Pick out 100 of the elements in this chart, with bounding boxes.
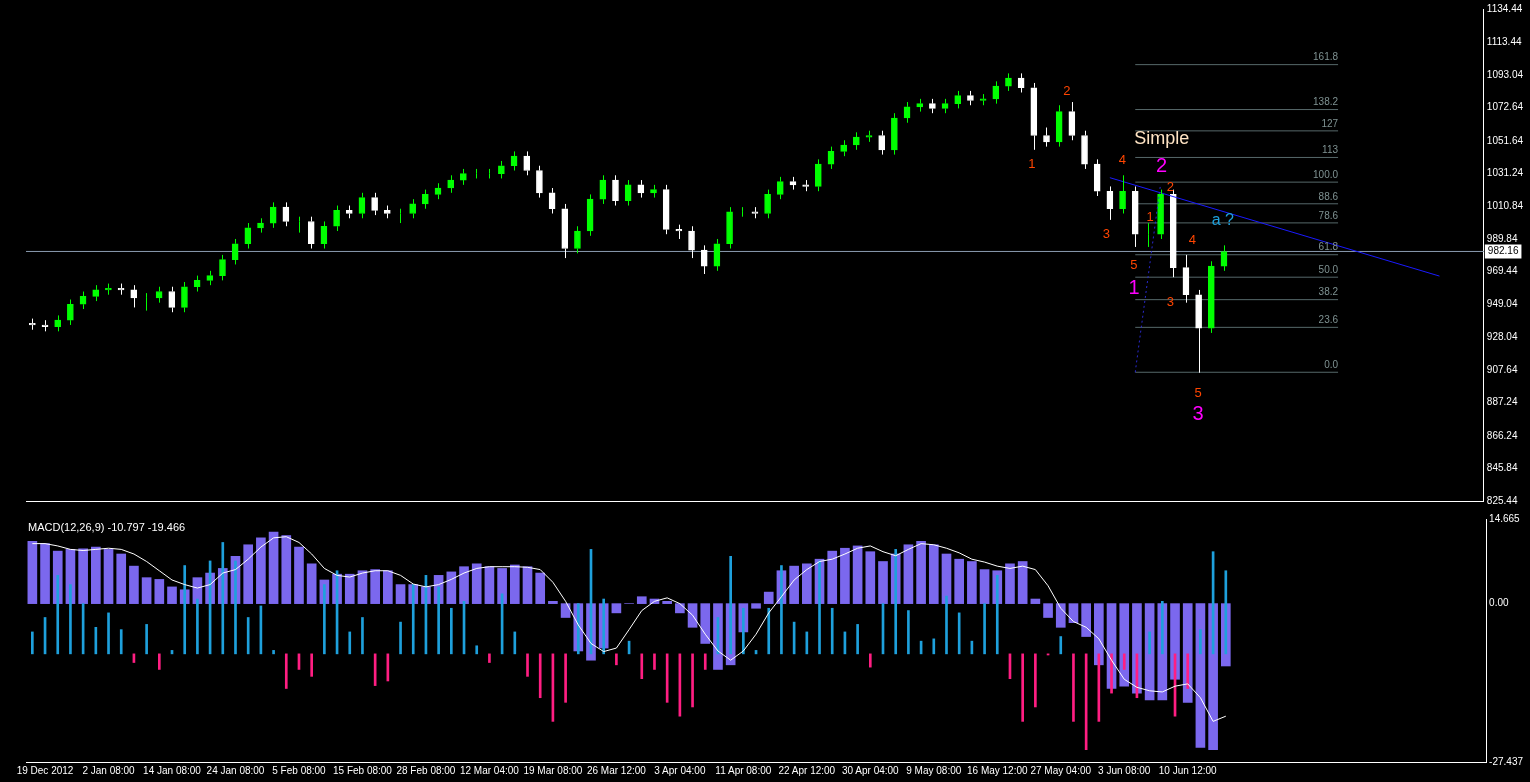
bar <box>995 575 999 655</box>
annotation: 4 <box>1118 152 1126 168</box>
bar <box>411 584 415 655</box>
candlestick <box>231 238 239 265</box>
y-tick-label: -27.437 <box>1489 755 1524 767</box>
bar <box>928 544 939 604</box>
bar <box>830 607 834 655</box>
annotation: 2 <box>1156 153 1168 176</box>
candlestick <box>92 284 100 302</box>
bar <box>967 561 977 604</box>
bar <box>907 610 910 655</box>
bar <box>611 603 622 614</box>
annotation: 1 <box>1128 276 1140 299</box>
x-tick-label: 9 May 08:00 <box>906 764 962 776</box>
y-tick-label: 969.44 <box>1486 265 1518 277</box>
x-tick-label: 26 Mar 12:00 <box>586 764 647 776</box>
bar <box>878 561 888 604</box>
bar <box>183 565 187 655</box>
bar <box>945 595 948 655</box>
candlestick <box>954 90 962 109</box>
bar <box>246 617 250 655</box>
candlestick <box>257 217 264 234</box>
x-tick-label: 12 Mar 04:00 <box>459 764 520 776</box>
y-tick-label: 1072.64 <box>1486 101 1524 113</box>
bar <box>894 549 898 655</box>
y-tick-label: 1031.24 <box>1486 167 1524 179</box>
candlestick <box>206 270 214 286</box>
series-label: 161.8 <box>1313 51 1339 63</box>
bar <box>103 549 114 604</box>
candlestick <box>916 98 924 113</box>
bar <box>535 572 546 604</box>
x-tick-label: 27 May 04:00 <box>1030 764 1092 776</box>
candlestick <box>422 189 429 210</box>
bar <box>234 560 237 655</box>
bar <box>116 553 127 604</box>
bar <box>56 575 60 655</box>
y-tick-label: 1134.44 <box>1486 2 1523 14</box>
series-label: 50.0 <box>1318 263 1339 275</box>
candlestick <box>688 225 695 259</box>
annotation: Simple <box>1134 127 1190 148</box>
bar <box>602 598 606 655</box>
bar <box>538 653 542 699</box>
series-label: 88.6 <box>1318 190 1339 202</box>
bar <box>129 565 139 604</box>
bar <box>653 653 656 670</box>
series-label: 61.8 <box>1318 241 1339 253</box>
y-tick-label: 887.24 <box>1486 396 1518 408</box>
bar <box>1055 603 1066 628</box>
bar <box>1005 563 1015 604</box>
annotation: 2 <box>1063 82 1071 98</box>
bar <box>509 564 520 604</box>
candlestick <box>840 139 847 157</box>
bar <box>69 584 72 655</box>
series-label: 138.2 <box>1313 96 1339 108</box>
bar <box>1119 603 1130 687</box>
bar <box>294 546 304 604</box>
candlestick <box>1131 185 1139 248</box>
y-tick-label: 845.84 <box>1486 462 1518 474</box>
bar <box>1110 653 1113 694</box>
candlestick <box>1093 158 1101 197</box>
annotation: 3 <box>1102 226 1110 242</box>
candlestick <box>168 286 176 313</box>
annotation: 4 <box>1188 231 1196 247</box>
candlestick <box>979 93 987 106</box>
y-tick-label: 825.44 <box>1486 494 1518 506</box>
series-label: 38.2 <box>1318 286 1339 298</box>
candlestick <box>662 184 670 235</box>
x-tick-label: 22 Apr 12:00 <box>778 764 836 776</box>
bar <box>348 631 352 655</box>
bar <box>157 653 161 670</box>
candlestick <box>967 90 974 106</box>
annotation: 1 <box>1028 156 1036 172</box>
bar <box>916 540 926 604</box>
y-tick-label: 866.24 <box>1486 429 1518 441</box>
annotation: 3 <box>1192 402 1204 425</box>
bar <box>399 621 402 655</box>
y-tick-label: 907.64 <box>1486 363 1518 375</box>
bar <box>446 571 457 604</box>
bar <box>751 603 761 609</box>
annotation: 5 <box>1130 256 1138 272</box>
bar <box>903 544 914 604</box>
bar <box>471 563 482 604</box>
bar <box>310 653 313 677</box>
candlestick <box>536 165 543 199</box>
bar <box>488 653 491 663</box>
bar <box>361 617 364 655</box>
y-tick-label: 1113.44 <box>1486 36 1522 48</box>
y-tick-label: 1093.04 <box>1486 68 1524 80</box>
candlestick <box>1119 174 1126 215</box>
candlestick <box>802 179 809 192</box>
bar <box>957 612 961 655</box>
bar <box>1072 653 1075 722</box>
candlestick <box>447 174 455 194</box>
bar <box>395 584 406 604</box>
x-tick-label: 30 Apr 04:00 <box>841 764 900 776</box>
bar <box>865 551 876 604</box>
candlestick <box>1081 130 1088 170</box>
bar <box>805 631 809 655</box>
candlestick <box>1005 72 1012 92</box>
bar <box>1043 603 1053 618</box>
